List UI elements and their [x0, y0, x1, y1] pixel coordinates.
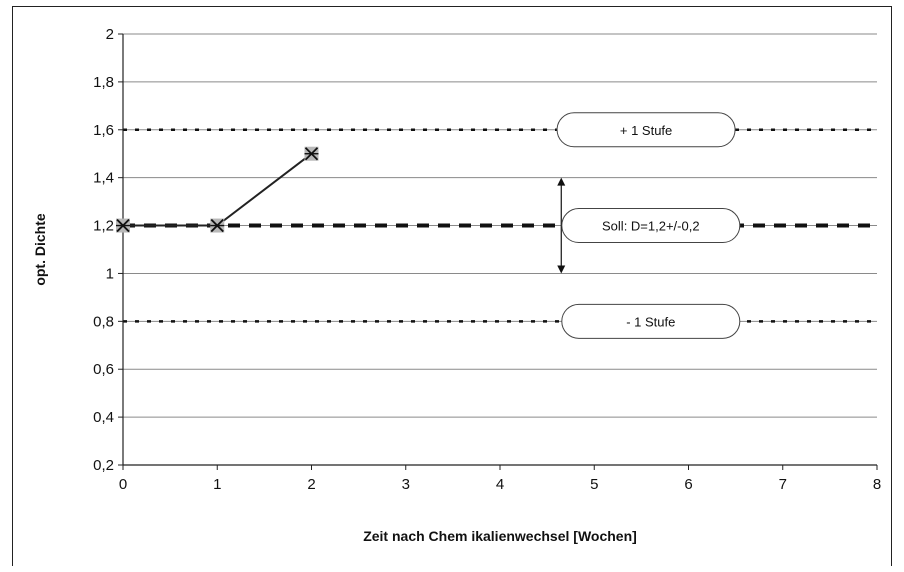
- y-tick-label: 1,8: [93, 74, 114, 91]
- data-point: [210, 218, 225, 233]
- annotation-box: [561, 208, 741, 244]
- axes: [118, 33, 878, 470]
- y-tick-label: 1: [106, 265, 114, 282]
- y-tick-label: 0,2: [93, 457, 114, 474]
- y-tick-label: 0,8: [93, 313, 114, 330]
- chart-frame: 0,2 0,4 0,6 0,8 1 1,2 1,4 1,6 1,8 2 0 1 2 3 4 5 6 7 8 + 1 …: [12, 6, 892, 566]
- x-axis-title: Zeit nach Chem ikalienwechsel [Wochen]: [363, 528, 637, 544]
- x-tick-label: 1: [213, 476, 221, 493]
- x-tick-label: 4: [496, 476, 504, 493]
- annotations: + 1 Stufe Soll: D=1,2+/-0,2 - 1 Stufe: [556, 112, 741, 339]
- data-series: [116, 146, 319, 233]
- line-chart: 0,2 0,4 0,6 0,8 1 1,2 1,4 1,6 1,8 2 0 1 2 3 4 5 6 7 8 + 1 …: [32, 26, 881, 544]
- y-tick-label: 2: [106, 26, 114, 43]
- x-tick-label: 2: [307, 476, 315, 493]
- y-tick-label: 0,4: [93, 409, 114, 426]
- range-arrow: [557, 177, 566, 274]
- x-tick-label: 3: [402, 476, 410, 493]
- y-tick-label: 1,4: [93, 170, 114, 187]
- y-tick-label: 1,2: [93, 218, 114, 235]
- x-tick-label: 7: [779, 476, 787, 493]
- annotation-box: [556, 112, 736, 148]
- annotation-label: - 1 Stufe: [626, 314, 675, 329]
- x-tick-label: 8: [873, 476, 881, 493]
- range-arrow-head-up: [557, 177, 566, 186]
- y-tick-label: 1,6: [93, 122, 114, 139]
- range-arrow-head-down: [557, 265, 566, 274]
- x-tick-label: 0: [119, 476, 127, 493]
- annotation-label: + 1 Stufe: [620, 123, 672, 138]
- gridlines: [123, 33, 877, 418]
- y-axis-title: opt. Dichte: [32, 213, 48, 286]
- data-point: [304, 146, 319, 161]
- annotation-label: Soll: D=1,2+/-0,2: [602, 219, 700, 234]
- x-tick-label: 5: [590, 476, 598, 493]
- annotation-box: [561, 303, 741, 339]
- series-line: [123, 152, 313, 227]
- x-tick-label: 6: [684, 476, 692, 493]
- tick-labels: 0,2 0,4 0,6 0,8 1 1,2 1,4 1,6 1,8 2 0 1 2 3 4 5 6 7 8: [93, 26, 881, 493]
- data-point: [116, 218, 130, 233]
- y-tick-label: 0,6: [93, 361, 114, 378]
